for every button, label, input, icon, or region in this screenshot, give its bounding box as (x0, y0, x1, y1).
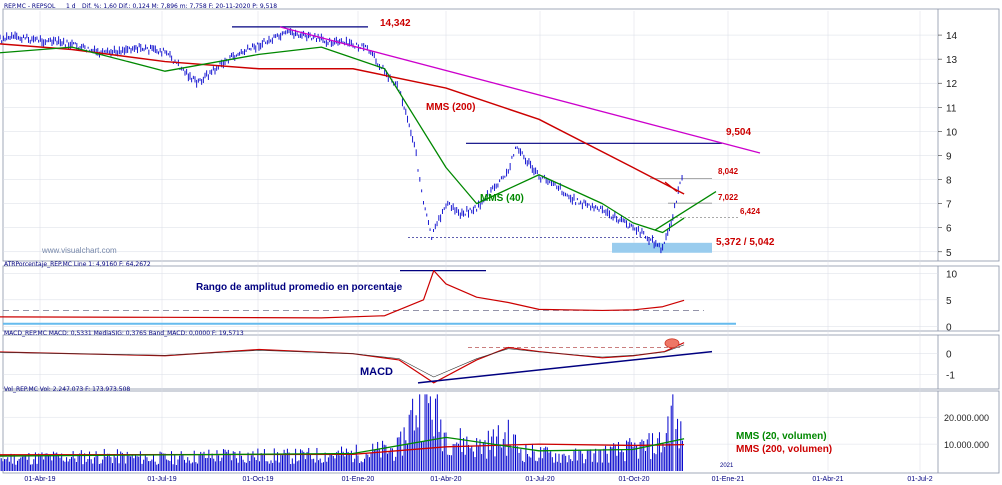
level-label-5372: 5,372 / 5,042 (716, 237, 775, 248)
atr-y-tick-label: 5 (946, 296, 952, 307)
price-header-info: Dif. %: 1,60 Dif.: 0,124 M: 7,896 m: 7,7… (82, 3, 277, 10)
mms40-line (0, 46, 685, 234)
macd-signal-line (0, 344, 685, 378)
macd-highlight-marker (664, 338, 680, 349)
volume-y-tick-label: 20.000.000 (944, 413, 989, 423)
macd-title: MACD (360, 366, 393, 378)
price-y-tick-label: 6 (946, 224, 952, 235)
level-label-7022: 7,022 (718, 193, 739, 202)
atr-title: Rango de amplitud promedio en porcentaje (196, 282, 403, 293)
price-y-tick-label: 9 (946, 151, 952, 162)
panel-frame-price (2, 8, 1000, 262)
atr-header: ATRPorcentaje_REP.MC Line 1: 4,9160 F: 6… (4, 261, 151, 268)
chart-marks: 5 6 7 8 9 10 11 12 13 14 01-Abr-19 01-Jul-19 01-Oct-… (0, 26, 989, 483)
mms200-tail (664, 181, 678, 193)
mms200-label: MMS (200) (426, 102, 475, 113)
x-tick-label: 01-Ene-21 (712, 476, 745, 483)
x-tick-label: 01-Oct-20 (618, 476, 649, 483)
mms40-label: MMS (40) (480, 193, 524, 204)
mms200-line (0, 43, 685, 195)
atr-y-tick-label: 10 (946, 269, 958, 280)
price-header-ticker: REP.MC - REPSOL (4, 3, 56, 10)
price-y-tick-label: 5 (946, 248, 952, 259)
x-tick-label: 01-Abr-21 (812, 476, 843, 483)
atr-y-tick-label: 0 (946, 322, 952, 333)
x-tick-label: 01-Abr-19 (24, 476, 55, 483)
level-label-9504: 9,504 (726, 127, 751, 138)
price-y-tick-label: 7 (946, 200, 952, 211)
legend-vol200: MMS (200, volumen) (736, 444, 832, 455)
level-label-8042: 8,042 (718, 167, 739, 176)
x-tick-label: 01-Oct-19 (242, 476, 273, 483)
legend-vol20: MMS (20, volumen) (736, 431, 827, 442)
atr-line (0, 270, 685, 319)
x-tick-label: 01-Abr-20 (430, 476, 461, 483)
price-y-tick-label: 13 (946, 55, 958, 66)
watermark: www.visualchart.com (41, 246, 117, 255)
volume-year-label: 2021 (720, 463, 734, 469)
price-y-tick-label: 14 (946, 31, 958, 42)
price-y-tick-label: 12 (946, 79, 958, 90)
support-zone (612, 242, 712, 253)
macd-y-tick-label: 0 (946, 350, 952, 361)
price-y-tick-label: 10 (946, 127, 958, 138)
x-tick-label: 01-Jul-20 (525, 476, 554, 483)
price-header-period: 1 d (66, 3, 76, 10)
price-y-tick-label: 8 (946, 176, 952, 187)
level-label-14342: 14,342 (380, 18, 411, 29)
x-tick-label: 01-Jul-2 (907, 476, 932, 483)
volume-y-tick-label: 10.000.000 (944, 440, 989, 450)
macd-y-tick-label: -1 (946, 371, 955, 382)
panel-frame-macd (2, 334, 1000, 390)
grid-lines (3, 11, 942, 471)
volume-mms20-line (0, 436, 685, 457)
volume-header: Vol_REP.MC Vol: 2.247.073 F: 173.973.508 (4, 386, 130, 393)
macd-header: MACD_REP.MC MACD: 0,5331 MediaSIG: 0,376… (4, 330, 244, 337)
level-label-6424: 6,424 (740, 207, 761, 216)
panel-frames (2, 8, 1000, 474)
panel-frame-atr (2, 265, 1000, 332)
x-tick-label: 01-Ene-20 (342, 476, 375, 483)
resistance-trendline (279, 26, 761, 154)
panel-frame-volume (2, 390, 1000, 474)
price-y-tick-label: 11 (946, 103, 957, 114)
rebound-trendline (654, 191, 717, 231)
macd-support-trendline (417, 350, 713, 384)
x-tick-label: 01-Jul-19 (147, 476, 176, 483)
macd-line (0, 342, 685, 384)
